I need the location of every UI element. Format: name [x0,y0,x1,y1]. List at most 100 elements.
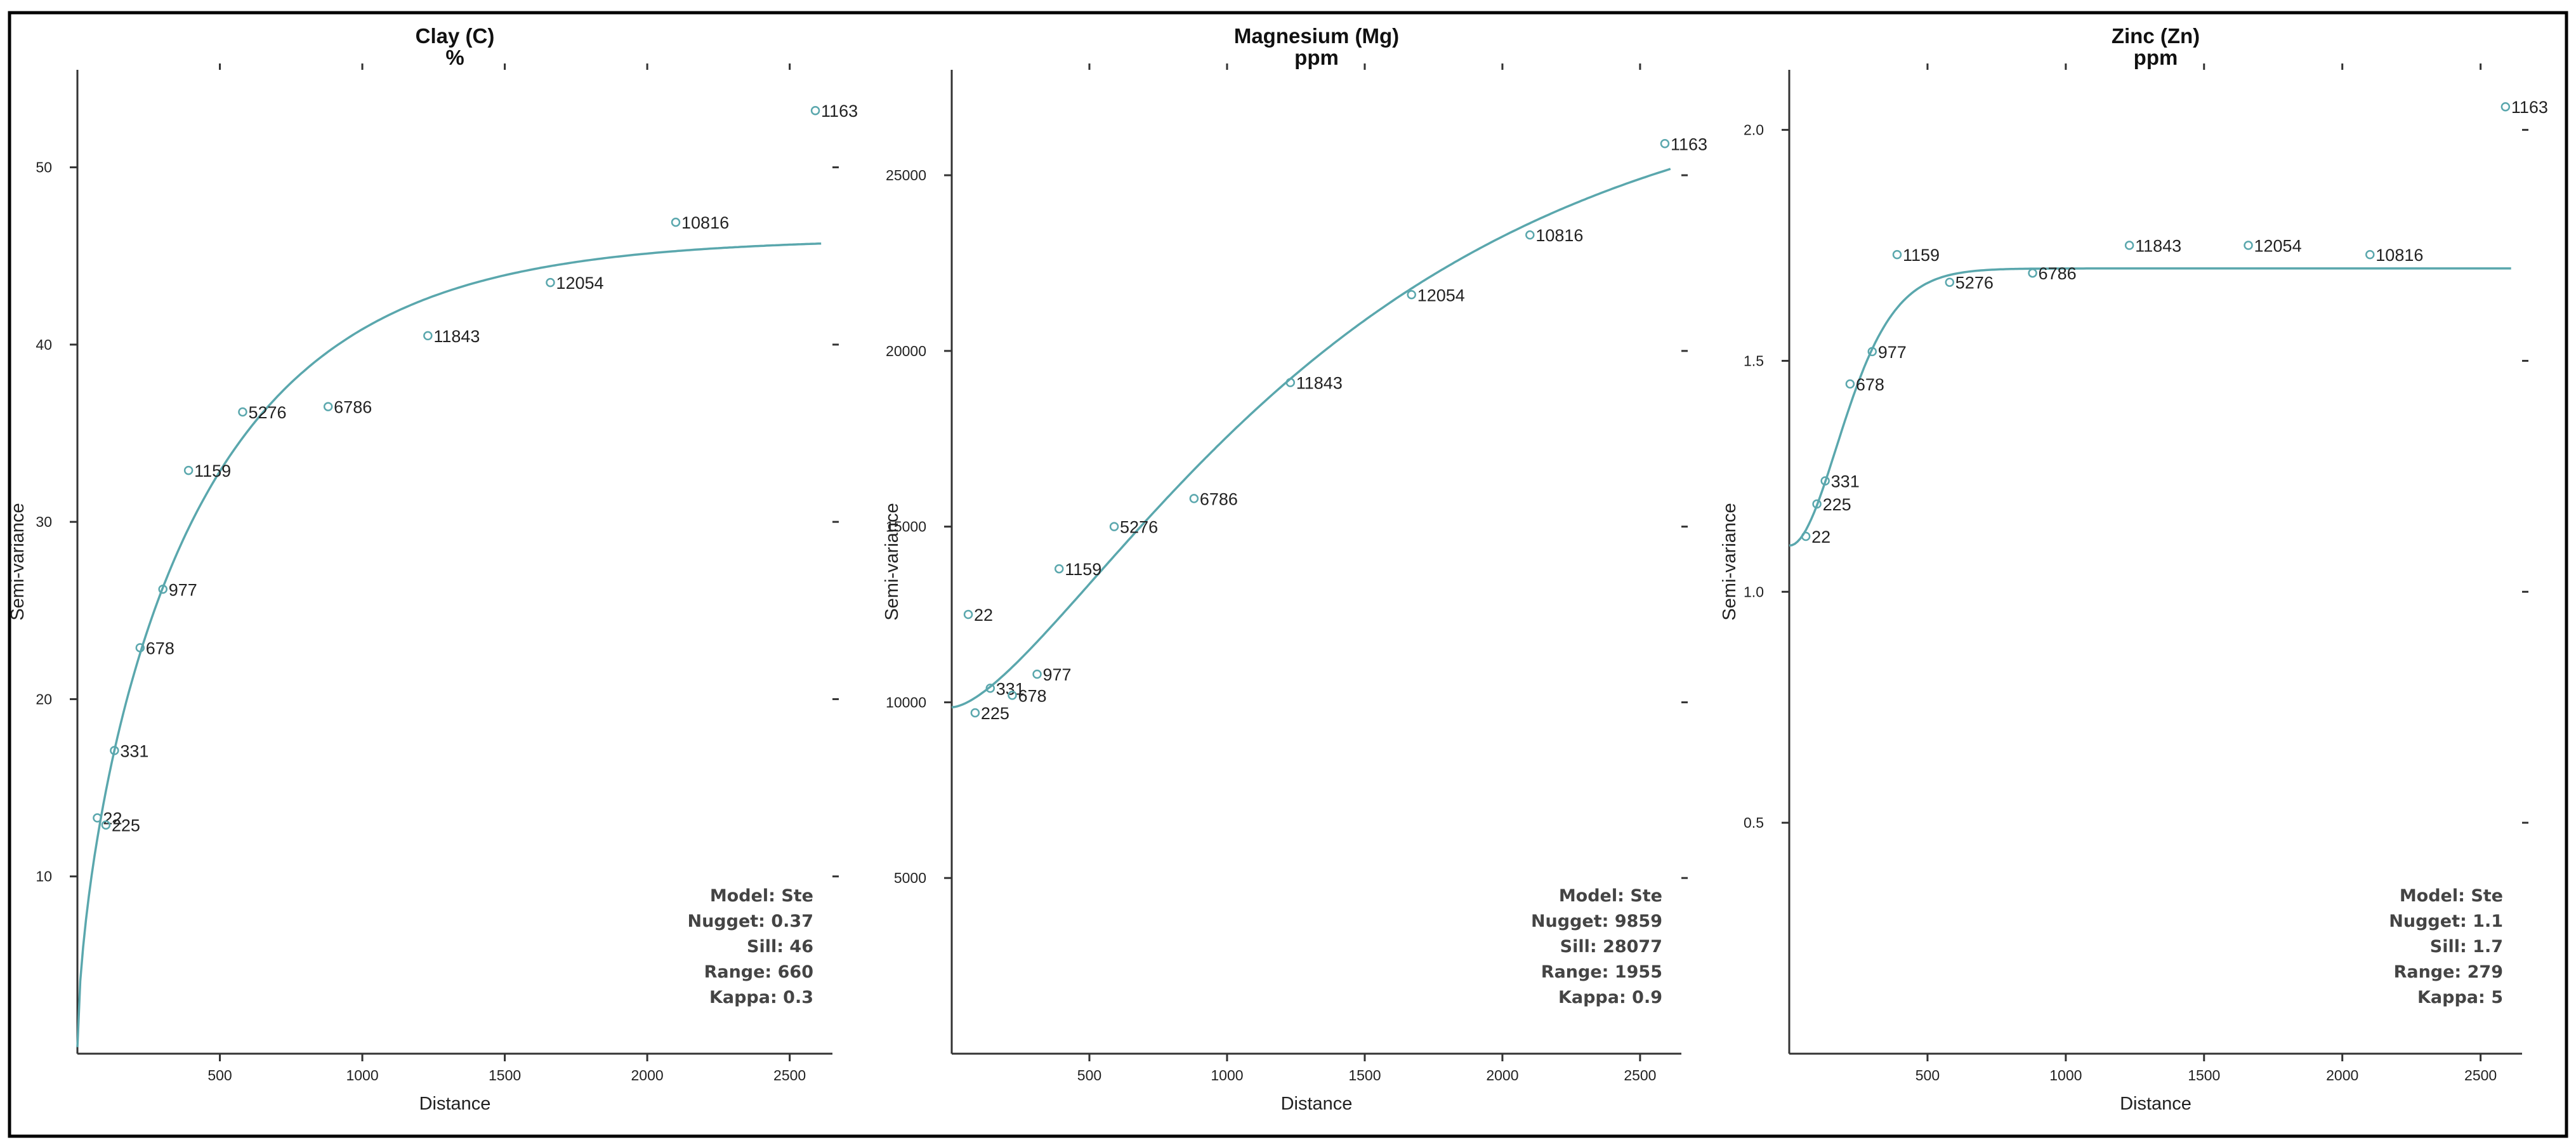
x-tick-label: 1000 [346,1067,378,1084]
x-tick-label: 2500 [1624,1067,1656,1084]
point-label: 12054 [556,274,603,293]
model-info-line: Nugget: 0.37 [687,912,813,931]
y-tick-label: 1.5 [1744,352,1764,369]
data-point [1867,347,1877,357]
model-info-line: Range: 279 [2394,962,2503,982]
data-point [546,277,555,288]
x-tick-label: 500 [1077,1067,1101,1084]
model-info-line: Kappa: 0.9 [1558,988,1662,1007]
point-label: 22 [1811,527,1830,547]
chart-subtitle: ppm [1294,46,1339,69]
y-tick-label: 20 [36,691,52,707]
x-tick-label: 2000 [631,1067,664,1084]
model-info-line: Model: Ste [2400,886,2503,906]
model-info-line: Sill: 1.7 [2430,937,2503,957]
x-tick-label: 2000 [1486,1067,1518,1084]
data-point [1407,290,1416,300]
x-tick-label: 500 [207,1067,232,1084]
y-tick-label: 30 [36,514,52,530]
point-label: 6786 [2039,264,2077,283]
y-tick-label: 10000 [886,694,926,710]
y-axis-label: Semi-variance [1719,503,1740,620]
data-point [1525,230,1535,240]
x-tick-label: 500 [1916,1067,1940,1084]
x-tick-label: 1000 [1211,1067,1243,1084]
point-label: 11843 [1296,374,1343,393]
data-point [238,407,247,417]
point-label: 977 [1043,665,1072,684]
data-point [1189,494,1199,503]
point-label: 5276 [248,403,286,422]
data-point [1820,476,1830,486]
panels: Clay (C)% 500 1000 1500 2000 2500 10 20 30 40 50 Di… [8,24,2548,1114]
x-axis-label: Distance [419,1094,491,1114]
point-label: 678 [146,639,174,658]
point-label: 225 [1823,495,1851,514]
point-label: 1163 [1671,135,1707,154]
point-label: 1159 [1065,560,1101,579]
data-point [1285,378,1296,387]
y-tick-label: 25000 [886,167,926,183]
data-point [110,746,119,755]
point-label: 1159 [1903,246,1940,265]
data-point [2500,102,2511,112]
point-label: 977 [1878,343,1907,362]
model-info-line: Model: Ste [710,886,813,906]
point-label: 12054 [1417,286,1465,305]
data-point [1892,249,1902,260]
point-label: 5276 [1955,274,1994,293]
data-point [970,708,980,718]
point-label: 6786 [334,398,372,417]
point-label: 331 [120,741,148,760]
x-tick-label: 1500 [489,1067,521,1084]
model-info-line: Range: 660 [704,962,813,982]
data-point [183,465,194,475]
data-point [1801,531,1811,541]
point-label: 678 [1018,686,1046,705]
model-info-line: Nugget: 9859 [1531,912,1662,931]
chart-subtitle: % [445,46,464,69]
y-tick-label: 20000 [886,343,926,359]
panel-2: Zinc (Zn)ppm 500 1000 1500 2000 2500 0.5 1.0 1.5… [1719,24,2548,1114]
model-info-line: Kappa: 5 [2417,988,2503,1007]
point-label: 11843 [2135,237,2181,256]
point-label: 331 [996,679,1025,698]
point-label: 977 [169,580,197,599]
point-label: 5276 [1120,518,1158,537]
point-label: 1159 [194,461,231,481]
data-point [93,813,102,823]
data-point [1008,691,1017,700]
data-point [1945,277,1955,287]
point-label: 1163 [2511,98,2548,117]
point-label: 12054 [2254,237,2302,256]
point-label: 678 [1856,375,1884,394]
chart-title: Zinc (Zn) [2112,24,2200,48]
data-point [2028,268,2037,278]
point-label: 10816 [681,213,729,232]
model-info-line: Nugget: 1.1 [2389,912,2503,931]
data-point [1032,669,1042,679]
model-curve [76,242,822,1047]
x-tick-label: 1000 [2049,1067,2082,1084]
data-point [158,585,168,594]
point-label: 6786 [1200,489,1238,508]
data-point [101,820,111,830]
point-label: 22 [103,809,122,828]
data-point [671,217,681,227]
x-axis-label: Distance [1281,1094,1353,1114]
point-label: 1163 [821,102,858,121]
x-tick-label: 2500 [773,1067,806,1084]
point-label: 11843 [433,327,480,346]
data-point [2244,241,2253,250]
data-point [1109,522,1119,531]
data-point [1812,499,1822,509]
y-tick-label: 50 [36,159,52,176]
point-label: 331 [1831,472,1860,491]
data-point [323,402,333,411]
model-curve [1789,267,2511,547]
y-tick-label: 1.0 [1744,583,1764,600]
x-axis-label: Distance [2120,1094,2192,1114]
y-tick-label: 10 [36,868,52,885]
data-point [2124,241,2134,250]
data-point [1660,139,1670,149]
